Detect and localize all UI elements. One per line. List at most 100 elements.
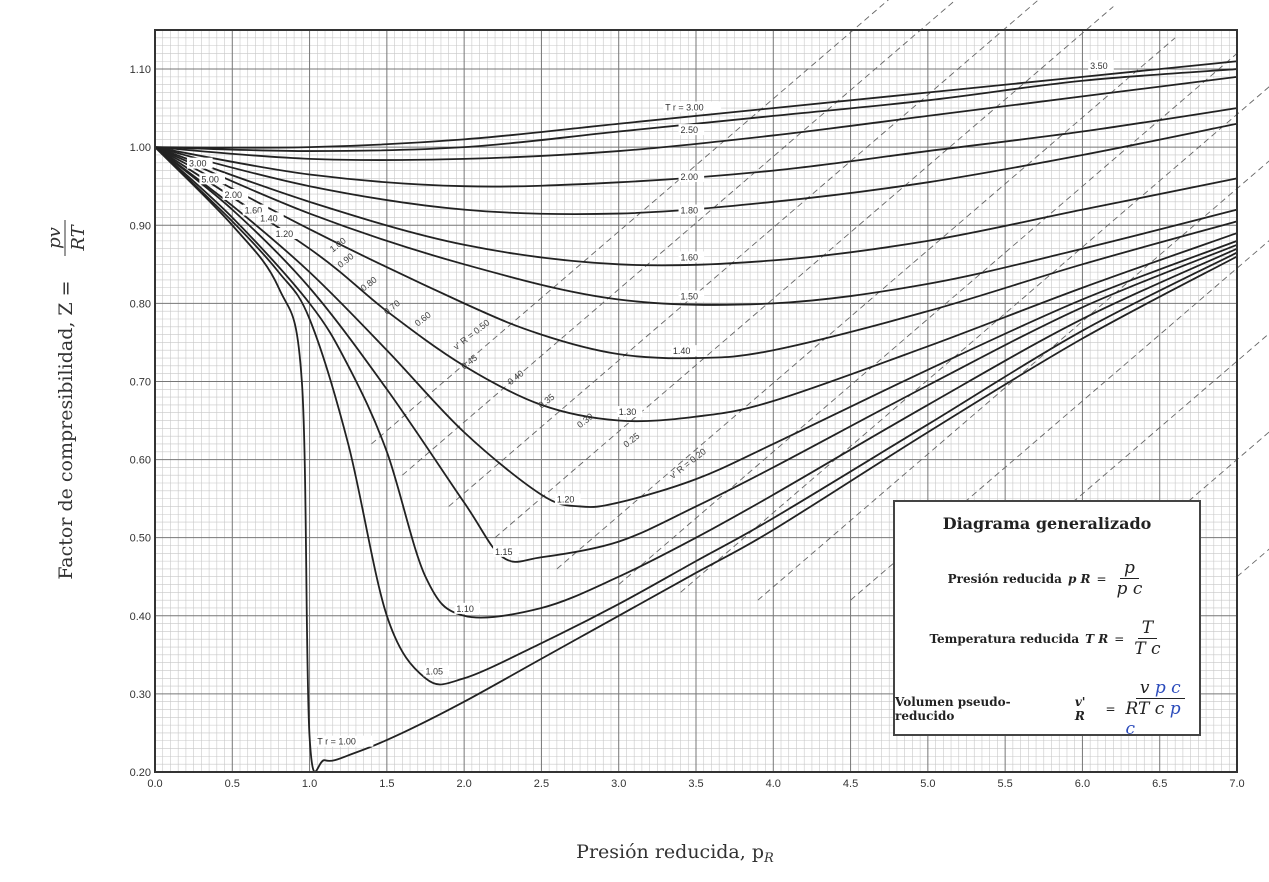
vr-label: 0.25 xyxy=(622,431,642,450)
vr-num-text: v xyxy=(1139,678,1150,698)
pseudo-reduced-volume-row: Volumen pseudo-reducido v' R = v p c RT … xyxy=(895,678,1199,739)
vr-label: 0.90 xyxy=(336,251,356,270)
vr-dashed-line xyxy=(448,0,1039,507)
isotherm-line xyxy=(154,146,1238,563)
curve-label: 1.05 xyxy=(426,666,444,676)
y-tick-label: 0.30 xyxy=(130,689,151,701)
curve-label: 3.50 xyxy=(1090,61,1108,71)
info-box-title: Diagrama generalizado xyxy=(942,514,1152,533)
curve-label-bg xyxy=(616,406,643,418)
reduced-pressure-num: p xyxy=(1120,558,1139,579)
y-axis-title: Factor de compresibilidad, Z = pv RT xyxy=(44,220,89,580)
curve-label: T r = 1.00 xyxy=(317,737,356,747)
x-tick-label: 4.0 xyxy=(766,778,781,790)
reduced-pressure-label: Presión reducida xyxy=(947,571,1062,586)
y-tick-label: 0.20 xyxy=(130,767,151,779)
vr-den-text: RT c xyxy=(1125,699,1165,719)
y-tick-label: 1.10 xyxy=(130,64,151,76)
series-group xyxy=(154,60,1238,773)
curve-label: 1.60 xyxy=(681,252,699,262)
vr-label: 0.80 xyxy=(359,275,379,294)
reduced-pressure-den: p c xyxy=(1116,579,1143,599)
isotherm-line xyxy=(154,75,1238,162)
isotherm-line xyxy=(154,60,1238,149)
curve-label-bg xyxy=(663,101,722,113)
curve-label-bg xyxy=(678,290,705,302)
curve-label: 1.30 xyxy=(619,407,637,417)
y-tick-label: 0.70 xyxy=(130,376,151,388)
curve-label: 1.80 xyxy=(681,206,699,216)
curve-label-bg xyxy=(315,735,374,747)
vr-dashed-line xyxy=(757,160,1269,601)
pseudo-reduced-volume-num: v p c xyxy=(1135,678,1185,699)
x-tick-label: 3.5 xyxy=(688,778,703,790)
pseudo-reduced-volume-fraction: v p c RT c p c xyxy=(1122,678,1199,739)
equals-sign: = xyxy=(1105,701,1116,716)
vr-label: 0.70 xyxy=(382,298,402,317)
curve-label: 2.00 xyxy=(681,172,699,182)
x-tick-label: 6.5 xyxy=(1152,778,1167,790)
curve-label-bg xyxy=(199,173,225,185)
isotherm-line xyxy=(154,146,1238,619)
info-box: Diagrama generalizado Presión reducida p… xyxy=(893,500,1201,739)
curve-label: 1.20 xyxy=(557,495,575,505)
isotherm-line xyxy=(154,146,1238,423)
curve-label-bg xyxy=(242,204,269,216)
reduced-temperature-row: Temperatura reducida T R = T T c xyxy=(895,618,1199,659)
x-tick-label: 1.0 xyxy=(302,778,317,790)
y-tick-labels: 0.20 0.30 0.40 0.50 0.60 0.70 0.80 0.90 1.00 1.10 xyxy=(130,64,151,779)
reduced-temperature-den: T c xyxy=(1134,639,1161,659)
curve-label-bg xyxy=(554,493,581,505)
y-tick-label: 0.40 xyxy=(130,611,151,623)
curve-label-bg xyxy=(1088,60,1114,72)
y-axis-title-num: pv xyxy=(44,227,65,249)
equals-sign: = xyxy=(1114,631,1125,646)
curve-label: 2.50 xyxy=(681,125,699,135)
y-tick-label: 0.60 xyxy=(130,455,151,467)
vr-dashed-line xyxy=(618,53,1238,585)
curve-label: 1.40 xyxy=(673,346,691,356)
x-tick-label: 4.5 xyxy=(843,778,858,790)
curve-label-bg xyxy=(423,665,450,677)
reduced-temperature-fraction: T T c xyxy=(1130,618,1164,659)
x-tick-label: 6.0 xyxy=(1075,778,1090,790)
vr-label: 0.35 xyxy=(537,392,557,411)
x-axis-title-sub: R xyxy=(763,851,774,866)
x-tick-label: 5.5 xyxy=(997,778,1012,790)
curve-label: 1.60 xyxy=(245,206,263,216)
isotherm-line xyxy=(154,68,1238,152)
curve-label: 3.00 xyxy=(189,159,207,169)
handwritten-pc-num: p c xyxy=(1154,678,1181,698)
x-tick-label: 3.0 xyxy=(611,778,626,790)
pseudo-reduced-volume-symbol: v' R xyxy=(1074,694,1086,723)
curve-label-bg xyxy=(678,124,705,136)
y-axis-title-text: Factor de compresibilidad, Z = xyxy=(55,280,77,579)
pseudo-reduced-volume-label: Volumen pseudo-reducido xyxy=(895,694,1011,723)
reduced-pressure-row: Presión reducida p R = p p c xyxy=(895,558,1199,599)
isotherm-line xyxy=(154,146,1238,267)
curve-label: 1.10 xyxy=(456,604,474,614)
y-tick-label: 0.90 xyxy=(130,220,151,232)
equals-sign: = xyxy=(1096,571,1107,586)
isotherm-line xyxy=(154,146,1238,773)
curve-label-bg xyxy=(678,204,705,216)
curve-label-bg xyxy=(258,212,284,224)
vr-dashed-line xyxy=(402,0,957,476)
vr-dashed-line xyxy=(371,0,889,445)
curve-label-bg xyxy=(493,545,519,557)
isotherm-line xyxy=(154,146,1238,306)
vr-label: 0.40 xyxy=(506,368,526,387)
plot-frame xyxy=(154,29,1238,773)
x-tick-label: 1.5 xyxy=(379,778,394,790)
curve-label: T r = 3.00 xyxy=(665,102,704,112)
curve-label-bg xyxy=(670,345,697,357)
curve-label-bg xyxy=(273,227,300,239)
curve-label-bg xyxy=(678,251,705,263)
x-axis-title: Presión reducida, pR xyxy=(576,841,774,866)
reduced-pressure-symbol: p R xyxy=(1067,571,1091,586)
vr-dashed-line xyxy=(494,6,1114,539)
reduced-temperature-label: Temperatura reducida xyxy=(929,631,1080,646)
reduced-temperature-symbol: T R xyxy=(1085,631,1109,646)
y-axis-title-den: RT xyxy=(68,223,89,251)
